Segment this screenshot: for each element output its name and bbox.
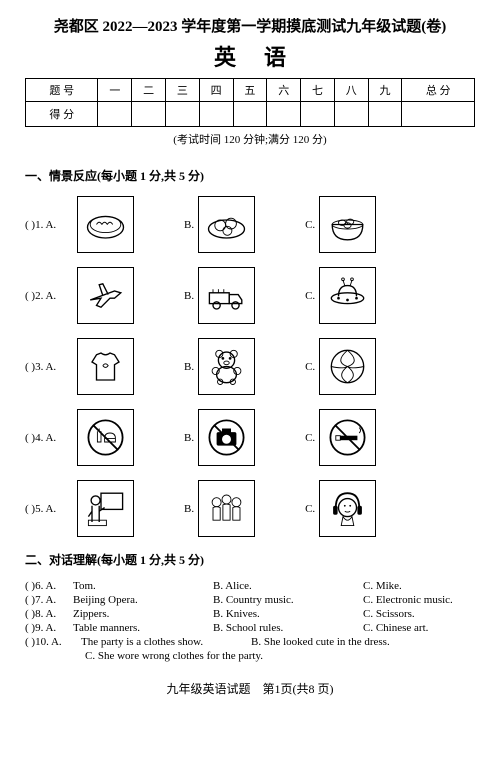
score-cell (166, 102, 200, 127)
option-label: C. (305, 432, 315, 444)
eggs-bowl-icon (319, 196, 376, 253)
question-number: ( )3. A. (25, 361, 77, 373)
score-header-cell: 二 (132, 79, 166, 102)
dialog-question: ( )8. A. Zippers. B. Knives. C. Scissors… (25, 608, 475, 620)
option-c: C. Electronic music. (363, 594, 475, 606)
question-number: ( )5. A. (25, 503, 77, 515)
sweater-icon (77, 338, 134, 395)
question-number: ( )6. A. (25, 580, 73, 592)
score-header-cell: 八 (334, 79, 368, 102)
option-label: C. (305, 503, 315, 515)
score-cell (402, 102, 475, 127)
question-number: ( )9. A. (25, 622, 73, 634)
option-label: B. (184, 290, 194, 302)
dialog-question: ( )9. A. Table manners. B. School rules.… (25, 622, 475, 634)
option-b: B. Country music. (213, 594, 363, 606)
score-cell (368, 102, 402, 127)
no-food-icon (77, 409, 134, 466)
dialog-question: ( )7. A. Beijing Opera. B. Country music… (25, 594, 475, 606)
score-header-cell: 七 (301, 79, 335, 102)
dialog-question: ( )6. A. Tom. B. Alice. C. Mike. (25, 580, 475, 592)
question-number: ( )7. A. (25, 594, 73, 606)
score-header-cell: 总 分 (402, 79, 475, 102)
question-row: ( )5. A. B. C. (25, 480, 475, 537)
score-header-cell: 题 号 (26, 79, 98, 102)
option-c: C. Scissors. (363, 608, 475, 620)
score-header-cell: 六 (267, 79, 301, 102)
option-label: B. (184, 503, 194, 515)
option-c: C. She wore wrong clothes for the party. (25, 650, 475, 662)
option-b: B. School rules. (213, 622, 363, 634)
subject-title: 英语 (25, 40, 475, 72)
volleyball-icon (319, 338, 376, 395)
airplane-icon (77, 267, 134, 324)
option-a: Table manners. (73, 622, 213, 634)
section1-title: 一、情景反应(每小题 1 分,共 5 分) (25, 167, 475, 184)
score-header-cell: 三 (166, 79, 200, 102)
question-number: ( )1. A. (25, 219, 77, 231)
score-header-cell: 九 (368, 79, 402, 102)
score-header-cell: 四 (199, 79, 233, 102)
score-table: 题 号 一 二 三 四 五 六 七 八 九 总 分 得 分 (25, 78, 475, 127)
option-label: B. (184, 432, 194, 444)
score-cell (98, 102, 132, 127)
question-number: ( )4. A. (25, 432, 77, 444)
question-number: ( )2. A. (25, 290, 77, 302)
option-label: C. (305, 290, 315, 302)
question-number: ( )8. A. (25, 608, 73, 620)
dialog-question: ( )10. A. The party is a clothes show. B… (25, 636, 475, 648)
score-header-cell: 一 (98, 79, 132, 102)
option-label: C. (305, 219, 315, 231)
page-footer: 九年级英语试题 第1页(共8 页) (25, 680, 475, 697)
score-cell (301, 102, 335, 127)
score-header-cell: 五 (233, 79, 267, 102)
no-camera-icon (198, 409, 255, 466)
ufo-icon (319, 267, 376, 324)
score-row-label: 得 分 (26, 102, 98, 127)
truck-icon (198, 267, 255, 324)
score-cell (132, 102, 166, 127)
question-row: ( )1. A. B. C. (25, 196, 475, 253)
option-a: Beijing Opera. (73, 594, 213, 606)
option-a: Zippers. (73, 608, 213, 620)
score-cell (267, 102, 301, 127)
teacher-icon (77, 480, 134, 537)
option-c: C. Mike. (363, 580, 475, 592)
question-row: ( )3. A. B. C. (25, 338, 475, 395)
option-b: B. Knives. (213, 608, 363, 620)
question-row: ( )4. A. B. C. (25, 409, 475, 466)
header-title: 尧都区 2022—2023 学年度第一学期摸底测试九年级试题(卷) (25, 15, 475, 36)
option-a: Tom. (73, 580, 213, 592)
option-c: C. Chinese art. (363, 622, 475, 634)
option-a: The party is a clothes show. (81, 636, 251, 648)
option-label: B. (184, 361, 194, 373)
teddy-bear-icon (198, 338, 255, 395)
score-cell (233, 102, 267, 127)
mooncakes-icon (198, 196, 255, 253)
children-icon (198, 480, 255, 537)
option-b: B. She looked cute in the dress. (251, 636, 401, 648)
score-cell (199, 102, 233, 127)
no-smoking-icon (319, 409, 376, 466)
option-label: B. (184, 219, 194, 231)
score-cell (334, 102, 368, 127)
question-row: ( )2. A. B. C. (25, 267, 475, 324)
dumplings-icon (77, 196, 134, 253)
section2-title: 二、对话理解(每小题 1 分,共 5 分) (25, 551, 475, 568)
option-b: B. Alice. (213, 580, 363, 592)
question-number: ( )10. A. (25, 636, 81, 648)
headphones-icon (319, 480, 376, 537)
option-label: C. (305, 361, 315, 373)
exam-info: (考试时间 120 分钟;满分 120 分) (25, 131, 475, 147)
